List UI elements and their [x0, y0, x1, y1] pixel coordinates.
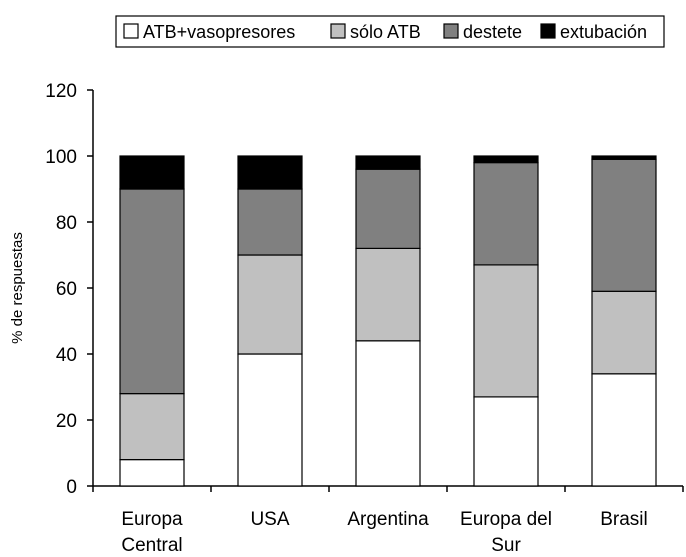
y-tick-label: 80 — [56, 213, 77, 234]
x-tick-label: Brasil — [600, 509, 648, 530]
bar-segment-0 — [591, 373, 657, 487]
bar-segment-3 — [591, 155, 657, 160]
y-axis-label: % de respuestas — [9, 232, 26, 344]
bar-segment-2 — [355, 168, 421, 249]
bars — [119, 155, 657, 487]
bar-segment-3 — [119, 155, 185, 190]
x-tick-label: USA — [250, 509, 289, 530]
bar-segment-2 — [119, 188, 185, 395]
legend-label: extubación — [560, 22, 647, 42]
bar-segment-0 — [237, 353, 303, 487]
y-tick-label: 20 — [56, 411, 77, 432]
legend-swatch-2 — [443, 23, 459, 39]
bar-segment-1 — [591, 290, 657, 375]
legend: ATB+vasopresores sólo ATB destete extubació… — [115, 15, 665, 48]
x-tick-label: Europa del Sur — [460, 509, 552, 556]
y-tick-label: 40 — [56, 345, 77, 366]
bar-segment-1 — [237, 254, 303, 355]
legend-swatch-3 — [540, 23, 556, 39]
bar-segment-0 — [119, 459, 185, 487]
legend-label: ATB+vasopresores — [143, 22, 295, 42]
bar-segment-2 — [473, 162, 539, 266]
legend-box — [115, 15, 665, 48]
bar-segment-2 — [591, 158, 657, 292]
x-axis: Europa Central USA Argentina Europa del Sur Br… — [92, 485, 684, 556]
legend-label: sólo ATB — [350, 22, 421, 42]
bar-segment-2 — [237, 188, 303, 256]
bar-segment-0 — [473, 396, 539, 487]
bar-segment-1 — [473, 264, 539, 398]
y-tick-label: 100 — [45, 147, 77, 168]
y-tick-label: 60 — [56, 279, 77, 300]
legend-label: destete — [463, 22, 522, 42]
bar-segment-1 — [355, 247, 421, 342]
legend-swatch-0 — [123, 23, 139, 39]
bar-segment-0 — [355, 340, 421, 487]
y-tick-label: 0 — [66, 477, 77, 498]
bar-segment-3 — [355, 155, 421, 170]
x-tick-label: Europa Central — [121, 509, 183, 556]
y-tick-label: 120 — [45, 81, 77, 102]
y-axis: 0 20 40 60 80 100 120 — [45, 81, 94, 498]
bar-segment-3 — [473, 155, 539, 164]
x-tick-label: Argentina — [347, 509, 429, 530]
bar-segment-3 — [237, 155, 303, 190]
bar-segment-1 — [119, 393, 185, 461]
legend-swatch-1 — [330, 23, 346, 39]
